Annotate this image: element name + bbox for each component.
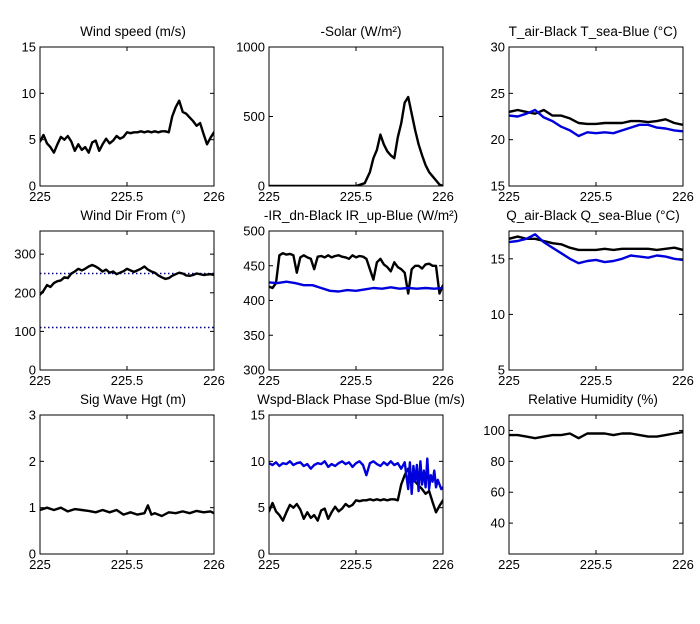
series-line-1 — [269, 280, 443, 293]
x-tick-label: 226 — [432, 189, 454, 204]
x-tick-label: 225 — [498, 189, 520, 204]
x-tick-label: 225 — [258, 189, 280, 204]
y-tick-label: 0 — [258, 547, 265, 562]
axes-frame — [39, 414, 215, 555]
series-line-0 — [509, 235, 683, 252]
y-tick-label: 450 — [243, 258, 265, 273]
x-tick-label: 225 — [498, 373, 520, 388]
x-tick-label: 225 — [498, 557, 520, 572]
panel-solar: 225 225.5 226 0 500 1000 — [236, 40, 454, 205]
x-tick-label: 226 — [432, 557, 454, 572]
y-tick-label: 15 — [491, 251, 505, 266]
series-line-0 — [40, 263, 214, 296]
x-tick-label: 225.5 — [580, 557, 613, 572]
series-line-0 — [509, 430, 683, 440]
x-tick-label: 225.5 — [580, 373, 613, 388]
x-tick-label: 226 — [432, 373, 454, 388]
series-line-0 — [40, 504, 214, 518]
series-line-1 — [269, 457, 443, 495]
panel-title-temperature: T_air-Black T_sea-Blue (°C) — [509, 24, 678, 39]
axes-frame — [508, 230, 684, 371]
series-line-0 — [269, 252, 443, 295]
y-tick-label: 15 — [22, 40, 36, 55]
y-tick-label: 0 — [258, 179, 265, 194]
y-tick-label: 30 — [491, 40, 505, 55]
x-tick-label: 226 — [672, 373, 694, 388]
x-tick-label: 225 — [29, 373, 51, 388]
y-tick-label: 5 — [29, 132, 36, 147]
y-tick-label: 25 — [491, 86, 505, 101]
panel-title-wind-dir: Wind Dir From (°) — [80, 208, 185, 223]
y-tick-label: 1000 — [236, 40, 265, 55]
panel-relative_humidity: 225 225.5 226 40 60 80 100 — [483, 414, 694, 572]
y-tick-label: 300 — [243, 363, 265, 378]
y-tick-label: 10 — [251, 454, 265, 469]
y-tick-label: 300 — [14, 247, 36, 262]
y-tick-label: 500 — [243, 224, 265, 239]
axes-frame — [268, 46, 444, 187]
y-tick-label: 10 — [22, 86, 36, 101]
y-tick-label: 10 — [491, 307, 505, 322]
y-tick-label: 15 — [251, 408, 265, 423]
panel-title-humidity-q: Q_air-Black Q_sea-Blue (°C) — [506, 208, 679, 223]
x-tick-label: 225.5 — [111, 373, 144, 388]
panel-humidity_q: 225 225.5 226 5 10 15 — [491, 230, 694, 388]
axes-frame — [268, 230, 444, 371]
panel-title-infrared: -IR_dn-Black IR_up-Blue (W/m²) — [264, 208, 458, 223]
y-tick-label: 20 — [491, 132, 505, 147]
x-tick-label: 225 — [29, 189, 51, 204]
y-tick-label: 0 — [29, 363, 36, 378]
panel-temperature: 225 225.5 226 15 20 25 30 — [491, 40, 694, 205]
panel-title-wind-speed: Wind speed (m/s) — [80, 24, 186, 39]
x-tick-label: 225 — [258, 373, 280, 388]
panel-phase_speed: 225 225.5 226 0 5 10 15 — [251, 408, 454, 573]
y-tick-label: 0 — [29, 547, 36, 562]
y-tick-label: 40 — [491, 516, 505, 531]
x-tick-label: 225.5 — [340, 557, 373, 572]
x-tick-label: 226 — [203, 373, 225, 388]
y-tick-label: 3 — [29, 408, 36, 423]
panel-title-wave-height: Sig Wave Hgt (m) — [80, 392, 186, 407]
x-tick-label: 226 — [672, 557, 694, 572]
y-tick-label: 500 — [243, 109, 265, 124]
x-tick-label: 225.5 — [340, 373, 373, 388]
y-tick-label: 350 — [243, 328, 265, 343]
panel-title-solar: -Solar (W/m²) — [321, 24, 402, 39]
x-tick-label: 225 — [258, 557, 280, 572]
x-tick-label: 225.5 — [111, 557, 144, 572]
series-line-1 — [509, 108, 683, 138]
series-line-1 — [509, 233, 683, 265]
panel-title-relative-humidity: Relative Humidity (%) — [528, 392, 658, 407]
y-tick-label: 100 — [483, 423, 505, 438]
y-tick-label: 15 — [491, 179, 505, 194]
y-tick-label: 0 — [29, 179, 36, 194]
series-line-0 — [40, 99, 214, 154]
y-tick-label: 400 — [243, 293, 265, 308]
axes-frame — [508, 46, 684, 187]
x-tick-label: 225.5 — [340, 189, 373, 204]
panel-wave_height: 225 225.5 226 0 1 2 3 — [29, 408, 225, 573]
panel-infrared: 225 225.5 226 300 350 400 450 500 — [243, 224, 454, 389]
series-line-0 — [269, 95, 443, 186]
y-tick-label: 60 — [491, 485, 505, 500]
panel-title-phase-speed: Wspd-Black Phase Spd-Blue (m/s) — [257, 392, 465, 407]
axes-frame — [39, 230, 215, 371]
x-tick-label: 226 — [203, 189, 225, 204]
x-tick-label: 225.5 — [111, 189, 144, 204]
y-tick-label: 5 — [498, 363, 505, 378]
series-line-0 — [509, 108, 683, 126]
x-tick-label: 226 — [203, 557, 225, 572]
x-tick-label: 225 — [29, 557, 51, 572]
x-tick-label: 225.5 — [580, 189, 613, 204]
y-tick-label: 2 — [29, 454, 36, 469]
x-tick-label: 226 — [672, 189, 694, 204]
y-tick-label: 100 — [14, 324, 36, 339]
panel-wind_dir: 225 225.5 226 0 100 200 300 — [14, 230, 225, 388]
y-tick-label: 200 — [14, 285, 36, 300]
y-tick-label: 5 — [258, 500, 265, 515]
y-tick-label: 1 — [29, 500, 36, 515]
panel-wind_speed: 225 225.5 226 0 5 10 15 — [22, 40, 225, 205]
y-tick-label: 80 — [491, 454, 505, 469]
